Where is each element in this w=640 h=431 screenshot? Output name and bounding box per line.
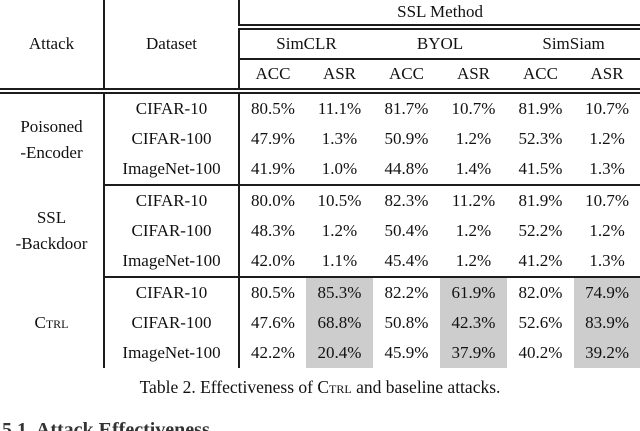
asr-cell: 11.2% xyxy=(451,191,496,210)
asr-cell: 1.0% xyxy=(306,154,373,186)
asr-cell: 1.2% xyxy=(455,129,492,148)
acc-cell: 52.3% xyxy=(518,129,563,148)
acc-cell: 50.8% xyxy=(384,313,429,332)
attack-label-line1: Poisoned xyxy=(20,116,83,136)
asr-cell: 1.2% xyxy=(440,246,507,278)
caption-smallcaps-ctrl: Ctrl xyxy=(317,377,352,397)
acc-cell: 47.6% xyxy=(251,313,295,332)
acc-cell: 41.9% xyxy=(239,154,306,186)
dataset-cell: CIFAR-100 xyxy=(104,308,240,338)
dataset-cell: ImageNet-100 xyxy=(104,154,240,186)
table-row: Poisoned -Encoder CIFAR-10 80.5% 11.1% 8… xyxy=(0,91,640,185)
dataset-cell: ImageNet-100 xyxy=(104,246,240,278)
attack-label-line1: SSL xyxy=(36,208,67,227)
dataset-cell: CIFAR-100 xyxy=(104,216,240,246)
asr-cell-highlighted: 42.3% xyxy=(440,308,507,338)
col-header-byol: BYOL xyxy=(373,27,507,60)
acc-cell: 82.2% xyxy=(384,283,429,302)
asr-cell-highlighted: 37.9% xyxy=(440,338,507,368)
asr-cell-highlighted: 74.9% xyxy=(574,277,640,308)
attack-label-ctrl: Ctrl xyxy=(0,277,105,368)
asr-cell-highlighted: 83.9% xyxy=(574,308,640,338)
acc-cell: 42.2% xyxy=(251,343,295,362)
acc-cell: 80.5% xyxy=(251,283,295,302)
asr-cell-highlighted: 20.4% xyxy=(306,338,373,368)
acc-cell: 52.6% xyxy=(518,313,563,332)
col-header-simclr: SimCLR xyxy=(239,27,373,60)
col-header-ssl-method: SSL Method xyxy=(239,0,640,30)
dataset-cell: CIFAR-10 xyxy=(104,185,240,216)
acc-cell: 81.9% xyxy=(518,191,563,210)
subcol-header-acc: ACC xyxy=(507,59,574,94)
asr-cell-highlighted: 39.2% xyxy=(574,338,640,368)
asr-cell: 10.5% xyxy=(317,191,362,210)
asr-cell: 1.2% xyxy=(589,129,625,148)
asr-cell: 1.4% xyxy=(440,154,507,186)
asr-cell-highlighted: 61.9% xyxy=(440,277,507,308)
asr-cell: 1.3% xyxy=(574,154,640,186)
acc-cell: 41.2% xyxy=(507,246,574,278)
asr-cell: 1.2% xyxy=(455,221,492,240)
table-caption: Table 2. Effectiveness of Ctrl and basel… xyxy=(0,377,640,398)
acc-cell: 80.0% xyxy=(251,191,295,210)
acc-cell: 45.4% xyxy=(373,246,440,278)
attack-label-line1: Ctrl xyxy=(34,312,69,332)
subcol-header-acc: ACC xyxy=(239,59,306,94)
asr-cell: 1.1% xyxy=(306,246,373,278)
caption-text-before: Table 2. Effectiveness of xyxy=(139,377,318,397)
acc-cell: 50.4% xyxy=(384,221,429,240)
acc-cell: 81.7% xyxy=(384,99,429,118)
attack-label-ssl-backdoor: SSL -Backdoor xyxy=(0,185,105,277)
table-row: SSL -Backdoor CIFAR-10 80.0% 10.5% 82.3%… xyxy=(0,185,640,277)
table-row: CIFAR-100 47.6% 68.8% 50.8% 42.3% 52.6% … xyxy=(0,308,640,338)
section-heading-clipped: 5.1. Attack Effectiveness xyxy=(2,419,210,431)
asr-cell: 1.3% xyxy=(574,246,640,278)
table-row: CIFAR-100 47.9% 1.3% 50.9% 1.2% 52.3% 1.… xyxy=(0,124,640,154)
subcol-header-asr: ASR xyxy=(306,59,373,94)
acc-cell: 41.5% xyxy=(507,154,574,186)
acc-cell: 82.0% xyxy=(518,283,563,302)
acc-cell: 44.8% xyxy=(373,154,440,186)
asr-cell: 1.2% xyxy=(589,221,625,240)
col-header-attack: Attack xyxy=(0,0,105,94)
acc-cell: 48.3% xyxy=(251,221,295,240)
table-row: ImageNet-100 42.2% 20.4% 45.9% 37.9% 40.… xyxy=(0,338,640,368)
subcol-header-asr: ASR xyxy=(574,59,640,94)
acc-cell: 42.0% xyxy=(239,246,306,278)
attack-label-line2: -Backdoor xyxy=(15,234,88,253)
col-header-dataset: Dataset xyxy=(104,0,240,94)
attack-label-line2: -Encoder xyxy=(20,142,83,162)
subcol-header-acc: ACC xyxy=(373,59,440,94)
asr-cell: 1.2% xyxy=(321,221,358,240)
asr-cell: 10.7% xyxy=(451,99,496,118)
asr-cell-highlighted: 85.3% xyxy=(306,277,373,308)
acc-cell: 50.9% xyxy=(384,129,429,148)
acc-cell: 47.9% xyxy=(251,129,295,148)
acc-cell: 45.9% xyxy=(384,343,429,362)
acc-cell: 81.9% xyxy=(518,99,563,118)
acc-cell: 40.2% xyxy=(518,343,563,362)
attack-label-poisoned-encoder: Poisoned -Encoder xyxy=(0,91,105,185)
acc-cell: 52.2% xyxy=(518,221,563,240)
acc-cell: 80.5% xyxy=(251,99,295,118)
dataset-cell: CIFAR-100 xyxy=(104,124,240,154)
results-table: Attack Dataset SSL Method SimCLR BYOL Si… xyxy=(0,0,640,368)
table-row: ImageNet-100 42.0% 1.1% 45.4% 1.2% 41.2%… xyxy=(0,246,640,278)
asr-cell: 11.1% xyxy=(317,99,362,118)
subcol-header-asr: ASR xyxy=(440,59,507,94)
asr-cell-highlighted: 68.8% xyxy=(306,308,373,338)
asr-cell: 10.7% xyxy=(585,99,629,118)
dataset-cell: CIFAR-10 xyxy=(104,91,240,124)
table-row: Ctrl CIFAR-10 80.5% 85.3% 82.2% 61.9% 82… xyxy=(0,277,640,368)
asr-cell: 10.7% xyxy=(585,191,629,210)
acc-cell: 82.3% xyxy=(384,191,429,210)
dataset-cell: CIFAR-10 xyxy=(104,277,240,308)
table-row: ImageNet-100 41.9% 1.0% 44.8% 1.4% 41.5%… xyxy=(0,154,640,186)
col-header-simsiam: SimSiam xyxy=(507,27,640,60)
caption-text-after: and baseline attacks. xyxy=(351,377,501,397)
asr-cell: 1.3% xyxy=(321,129,358,148)
dataset-cell: ImageNet-100 xyxy=(104,338,240,368)
table-row: CIFAR-100 48.3% 1.2% 50.4% 1.2% 52.2% 1.… xyxy=(0,216,640,246)
